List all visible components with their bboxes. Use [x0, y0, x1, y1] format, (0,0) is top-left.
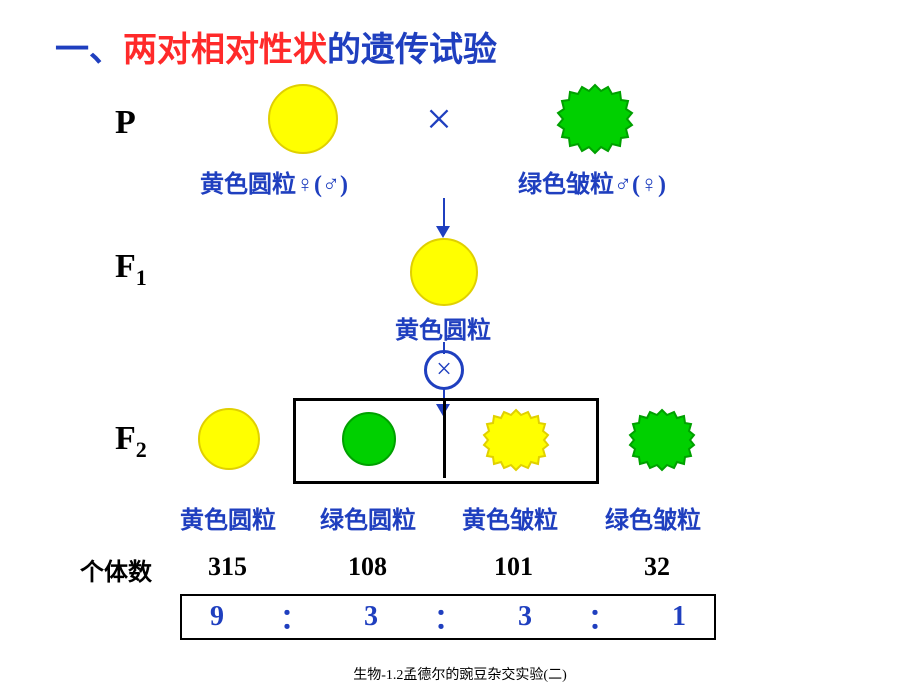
ratio-s1: ：	[434, 597, 462, 637]
pea-P-right	[555, 79, 635, 159]
ratio-v0: 9	[210, 601, 224, 633]
pea-F2-3	[626, 404, 698, 476]
gen-P-text: P	[115, 104, 136, 141]
title-highlight: 两对相对性状	[123, 32, 327, 69]
gen-label-F2: F2	[115, 420, 147, 463]
cross-symbol: ×	[426, 92, 452, 145]
count-2: 101	[494, 552, 533, 582]
gen-F2-sub: 2	[136, 437, 147, 462]
title-prefix: 一、	[55, 32, 123, 69]
self-cross-x: ×	[436, 354, 452, 386]
gen-F1-text: F	[115, 248, 136, 285]
pea-F2-2	[480, 404, 552, 476]
p-right-label: 绿色皱粒♂(♀)	[518, 164, 666, 199]
ratio-v3: 1	[672, 601, 686, 633]
f2-label-3: 绿色皱粒	[605, 500, 701, 535]
count-0: 315	[208, 552, 247, 582]
self-cross-symbol: ×	[424, 350, 464, 390]
f2-label-2: 黄色皱粒	[462, 500, 558, 535]
ratio-v2: 3	[518, 601, 532, 633]
ratio-s0: ：	[280, 597, 308, 637]
gen-F1-sub: 1	[136, 265, 147, 290]
f2-label-0: 黄色圆粒	[180, 500, 276, 535]
p-left-label: 黄色圆粒♀(♂)	[200, 164, 348, 199]
page-title: 一、两对相对性状的遗传试验	[55, 22, 497, 71]
ratio-box: 9 ： 3 ： 3 ： 1	[180, 594, 716, 640]
pea-F2-0	[198, 408, 260, 470]
f2-label-1: 绿色圆粒	[320, 500, 416, 535]
gen-F2-text: F	[115, 420, 136, 457]
ratio-v1: 3	[364, 601, 378, 633]
footer-text: 生物-1.2孟德尔的豌豆杂交实验(二)	[0, 664, 920, 684]
pea-P-left	[268, 84, 338, 154]
count-row-label: 个体数	[80, 552, 152, 587]
f1-label: 黄色圆粒	[395, 310, 491, 345]
pea-F1	[410, 238, 478, 306]
count-3: 32	[644, 552, 670, 582]
gen-label-P: P	[115, 104, 136, 142]
count-1: 108	[348, 552, 387, 582]
arrow-p-f1	[443, 198, 445, 228]
ratio-s2: ：	[588, 597, 616, 637]
f2-box-divider	[443, 398, 446, 478]
arrow-p-f1-head	[436, 226, 450, 238]
f2-box	[293, 398, 599, 484]
pea-F2-1	[342, 412, 396, 466]
title-suffix: 的遗传试验	[327, 32, 497, 69]
gen-label-F1: F1	[115, 248, 147, 291]
